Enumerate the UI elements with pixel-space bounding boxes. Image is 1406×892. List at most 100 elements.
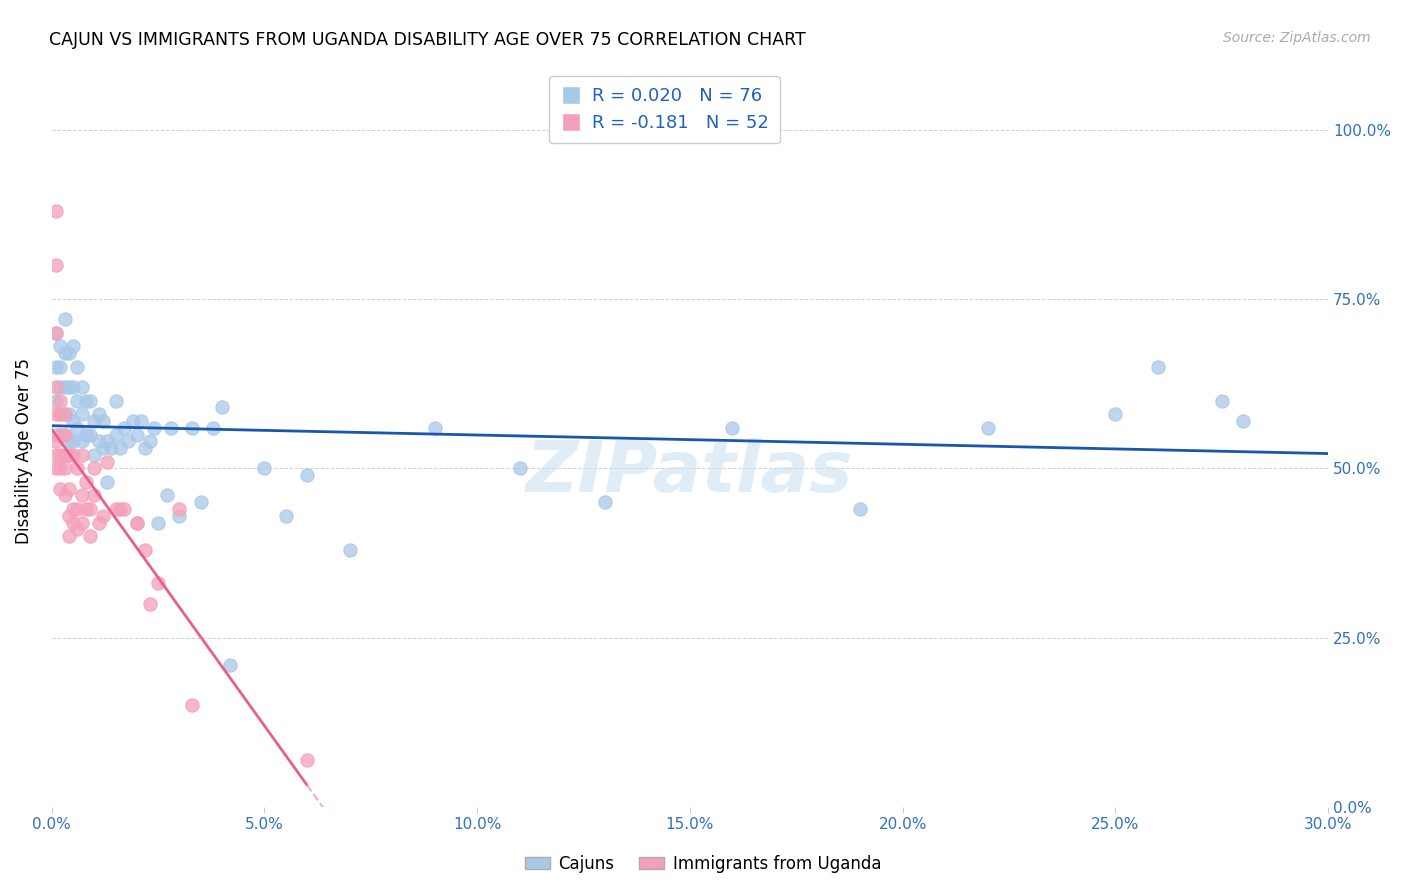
Point — [58, 448, 80, 462]
Point — [79, 529, 101, 543]
Point — [108, 502, 131, 516]
Point — [53, 427, 76, 442]
Point — [53, 461, 76, 475]
Point — [83, 461, 105, 475]
Point — [53, 427, 76, 442]
Point — [423, 421, 446, 435]
Point — [79, 427, 101, 442]
Point — [45, 434, 67, 449]
Point — [58, 346, 80, 360]
Point — [66, 522, 89, 536]
Point — [1147, 359, 1170, 374]
Point — [75, 393, 97, 408]
Point — [58, 482, 80, 496]
Point — [62, 414, 84, 428]
Point — [91, 414, 114, 428]
Point — [1232, 414, 1254, 428]
Point — [87, 434, 110, 449]
Point — [70, 434, 93, 449]
Text: ZIPatlas: ZIPatlas — [526, 438, 853, 508]
Point — [45, 461, 67, 475]
Point — [83, 414, 105, 428]
Point — [45, 448, 67, 462]
Point — [96, 475, 118, 489]
Point — [253, 461, 276, 475]
Point — [53, 448, 76, 462]
Point — [138, 597, 160, 611]
Point — [58, 434, 80, 449]
Point — [96, 434, 118, 449]
Point — [53, 407, 76, 421]
Point — [49, 482, 72, 496]
Point — [83, 448, 105, 462]
Point — [160, 421, 183, 435]
Point — [49, 359, 72, 374]
Point — [121, 414, 143, 428]
Point — [49, 393, 72, 408]
Point — [45, 427, 67, 442]
Point — [45, 380, 67, 394]
Point — [53, 312, 76, 326]
Point — [849, 502, 872, 516]
Point — [181, 421, 204, 435]
Point — [53, 380, 76, 394]
Point — [108, 441, 131, 455]
Point — [66, 359, 89, 374]
Point — [339, 542, 361, 557]
Point — [134, 441, 156, 455]
Point — [87, 516, 110, 530]
Point — [295, 753, 318, 767]
Point — [142, 421, 165, 435]
Point — [129, 414, 152, 428]
Point — [87, 407, 110, 421]
Point — [146, 576, 169, 591]
Point — [49, 407, 72, 421]
Point — [53, 488, 76, 502]
Point — [49, 427, 72, 442]
Point — [75, 427, 97, 442]
Point — [53, 346, 76, 360]
Point — [70, 407, 93, 421]
Point — [181, 698, 204, 713]
Point — [70, 516, 93, 530]
Point — [58, 529, 80, 543]
Point — [104, 502, 127, 516]
Point — [202, 421, 225, 435]
Legend: Cajuns, Immigrants from Uganda: Cajuns, Immigrants from Uganda — [519, 848, 887, 880]
Point — [62, 448, 84, 462]
Point — [977, 421, 1000, 435]
Point — [219, 657, 242, 672]
Point — [125, 516, 148, 530]
Point — [53, 448, 76, 462]
Point — [45, 393, 67, 408]
Y-axis label: Disability Age Over 75: Disability Age Over 75 — [15, 359, 32, 544]
Point — [62, 380, 84, 394]
Text: Source: ZipAtlas.com: Source: ZipAtlas.com — [1223, 31, 1371, 45]
Point — [125, 516, 148, 530]
Point — [91, 508, 114, 523]
Point — [62, 339, 84, 353]
Point — [70, 448, 93, 462]
Point — [1211, 393, 1233, 408]
Point — [112, 421, 135, 435]
Point — [62, 434, 84, 449]
Point — [169, 502, 191, 516]
Point — [45, 326, 67, 340]
Point — [45, 326, 67, 340]
Point — [45, 359, 67, 374]
Legend: R = 0.020   N = 76, R = -0.181   N = 52: R = 0.020 N = 76, R = -0.181 N = 52 — [548, 77, 780, 143]
Point — [1104, 407, 1126, 421]
Point — [66, 421, 89, 435]
Point — [66, 461, 89, 475]
Point — [66, 393, 89, 408]
Point — [49, 339, 72, 353]
Point — [49, 461, 72, 475]
Point — [45, 258, 67, 272]
Point — [62, 516, 84, 530]
Point — [70, 488, 93, 502]
Point — [45, 204, 67, 219]
Point — [96, 454, 118, 468]
Point — [274, 508, 297, 523]
Point — [79, 502, 101, 516]
Point — [91, 441, 114, 455]
